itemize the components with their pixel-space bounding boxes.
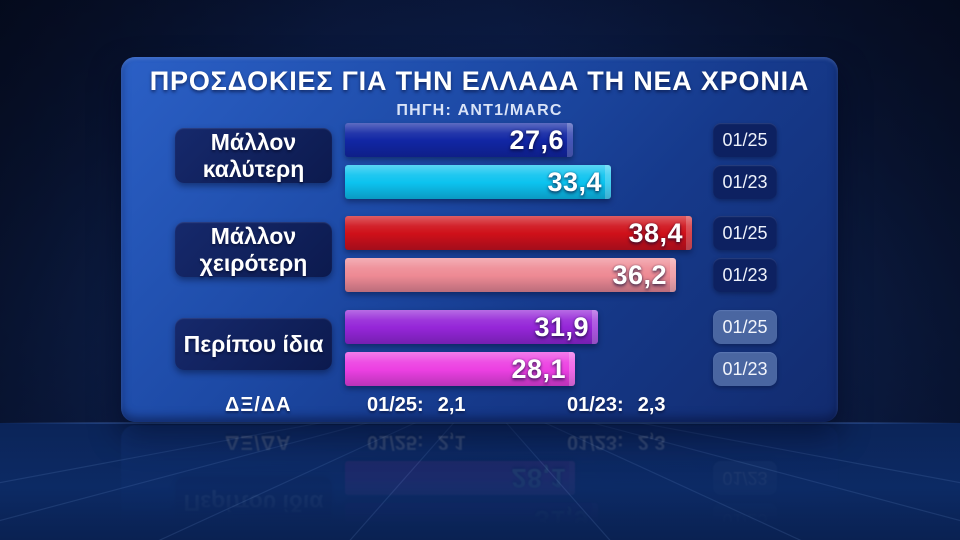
bar-better-01-25: 27,6 bbox=[345, 123, 573, 157]
bar-value: 31,9 bbox=[534, 312, 589, 342]
bar-worse-01-25: 38,4 bbox=[345, 216, 692, 250]
date-chip-01-25: 01/25 bbox=[713, 123, 777, 157]
category-label-about-same: Περίπου ίδια bbox=[175, 318, 332, 370]
footnote-entry-value: 2,1 bbox=[437, 394, 466, 416]
footnote-entry-period: 01/25: bbox=[367, 394, 424, 416]
chart-title: ΠΡΟΣΔΟΚΙΕΣ ΓΙΑ ΤΗΝ ΕΛΛΑΔΑ ΤΗ ΝΕΑ ΧΡΟΝΙΑ bbox=[149, 66, 810, 96]
bar-value: 27,6 bbox=[509, 125, 564, 155]
bar-better-01-23: 33,4 bbox=[345, 165, 611, 199]
footnote-label: ΔΞ/ΔΑ bbox=[225, 394, 292, 416]
date-chip-01-23: 01/23 bbox=[713, 165, 777, 199]
bar-value: 33,4 bbox=[547, 167, 602, 197]
bar-value: 36,2 bbox=[612, 260, 667, 290]
category-label-rather-worse: Μάλλον χειρότερη bbox=[175, 222, 332, 277]
footnote-dk-na: ΔΞ/ΔΑ 01/25: 2,1 01/23: 2,3 bbox=[121, 394, 838, 420]
horizon-line bbox=[0, 422, 960, 424]
bar-same-01-23: 28,1 bbox=[345, 352, 575, 386]
date-chip-01-23: 01/23 bbox=[713, 258, 777, 292]
category-label-line: Περίπου ίδια bbox=[183, 330, 324, 357]
category-label-line: Μάλλον bbox=[210, 223, 297, 250]
footnote-entry-value: 2,3 bbox=[637, 394, 666, 416]
footnote-entry-01-23: 01/23: 2,3 bbox=[567, 394, 666, 417]
category-label-line: Μάλλον bbox=[210, 129, 297, 156]
bar-value: 38,4 bbox=[628, 218, 683, 248]
date-chip-01-23: 01/23 bbox=[713, 352, 777, 386]
floor-perspective-lines bbox=[0, 423, 960, 540]
bar-value: 28,1 bbox=[511, 354, 566, 384]
footnote-entry-01-25: 01/25: 2,1 bbox=[367, 394, 466, 417]
bar-worse-01-23: 36,2 bbox=[345, 258, 676, 292]
poll-panel: ΠΡΟΣΔΟΚΙΕΣ ΓΙΑ ΤΗΝ ΕΛΛΑΔΑ ΤΗ ΝΕΑ ΧΡΟΝΙΑ … bbox=[121, 57, 838, 422]
studio-floor bbox=[0, 423, 960, 540]
category-label-line: καλύτερη bbox=[202, 155, 305, 182]
bar-same-01-25: 31,9 bbox=[345, 310, 598, 344]
source-label: ΠΗΓΗ: ANT1/MARC bbox=[396, 102, 563, 119]
category-label-line: χειρότερη bbox=[199, 249, 308, 276]
date-chip-01-25: 01/25 bbox=[713, 310, 777, 344]
date-chip-01-25: 01/25 bbox=[713, 216, 777, 250]
category-label-rather-better: Μάλλον καλύτερη bbox=[175, 128, 332, 183]
footnote-entry-period: 01/23: bbox=[567, 394, 624, 416]
